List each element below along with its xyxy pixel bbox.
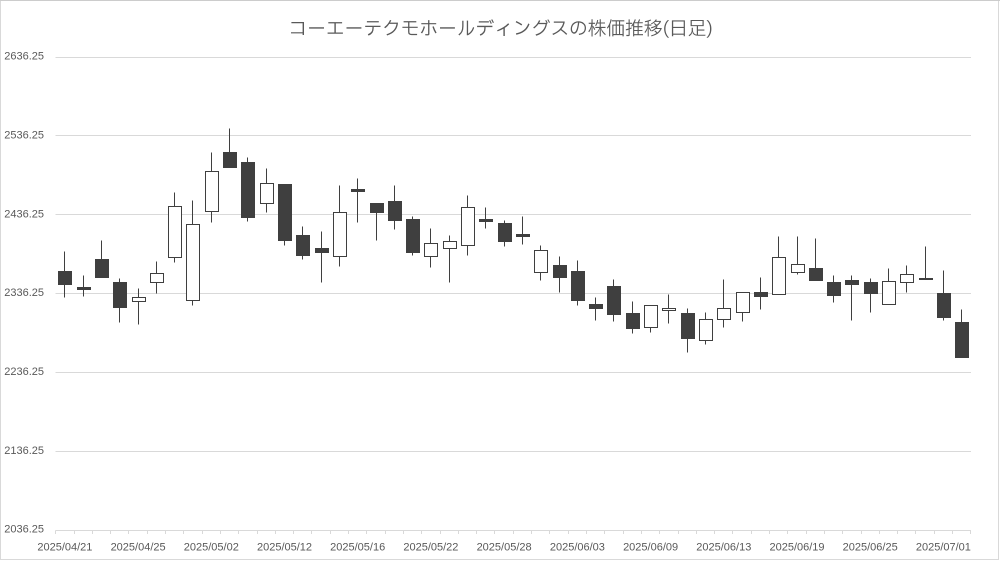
svg-text:2536.25: 2536.25 <box>4 129 44 141</box>
svg-text:2025/07/01: 2025/07/01 <box>916 541 971 553</box>
svg-text:2025/06/19: 2025/06/19 <box>769 541 824 553</box>
svg-text:2025/05/02: 2025/05/02 <box>184 541 239 553</box>
svg-text:2025/05/16: 2025/05/16 <box>330 541 385 553</box>
svg-text:2436.25: 2436.25 <box>4 208 44 220</box>
svg-text:2025/06/03: 2025/06/03 <box>550 541 605 553</box>
svg-text:2025/05/28: 2025/05/28 <box>477 541 532 553</box>
svg-text:2136.25: 2136.25 <box>4 445 44 457</box>
svg-text:2636.25: 2636.25 <box>4 51 44 63</box>
svg-text:2236.25: 2236.25 <box>4 366 44 378</box>
svg-text:2025/06/09: 2025/06/09 <box>623 541 678 553</box>
svg-text:2025/06/25: 2025/06/25 <box>843 541 898 553</box>
svg-text:2025/04/25: 2025/04/25 <box>111 541 166 553</box>
svg-text:2036.25: 2036.25 <box>4 524 44 536</box>
svg-text:2025/05/22: 2025/05/22 <box>403 541 458 553</box>
svg-text:2025/06/13: 2025/06/13 <box>696 541 751 553</box>
svg-text:2025/05/12: 2025/05/12 <box>257 541 312 553</box>
svg-text:2025/04/21: 2025/04/21 <box>37 541 92 553</box>
svg-text:2336.25: 2336.25 <box>4 287 44 299</box>
